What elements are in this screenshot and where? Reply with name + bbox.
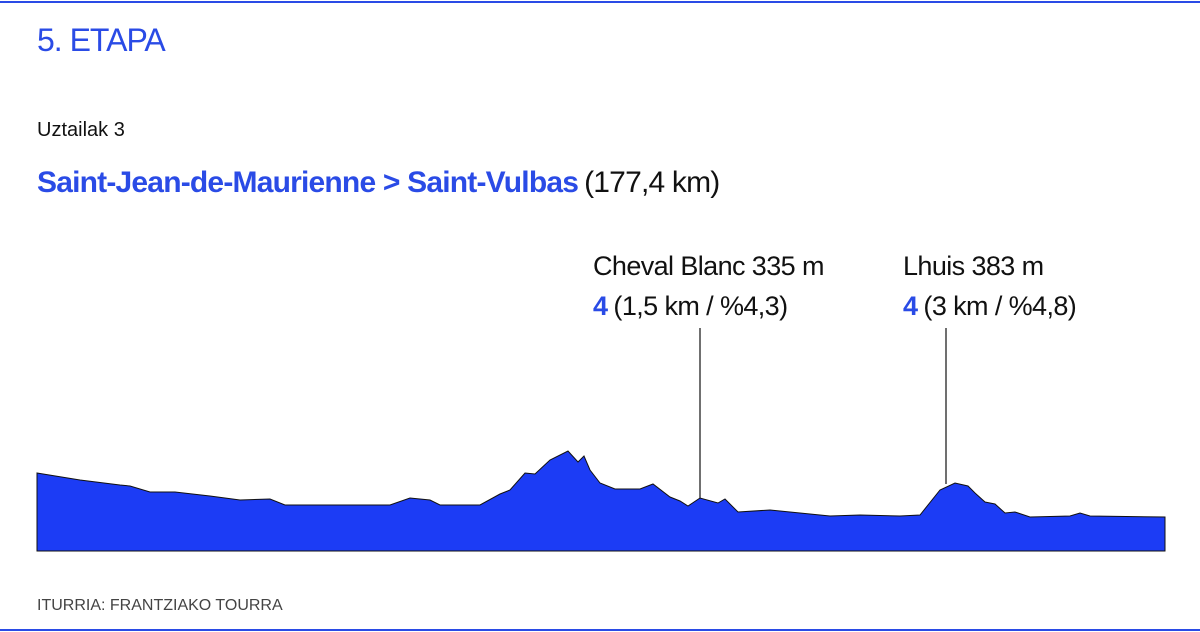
climb-info: 4 (3 km / %4,8) — [903, 291, 1076, 321]
climb-category: 4 — [593, 291, 608, 321]
distance: (177,4 km) — [584, 166, 719, 199]
elevation-profile — [36, 450, 1166, 552]
title: 5. ETAPA — [37, 22, 166, 58]
climb-info: 4 (1,5 km / %4,3) — [593, 291, 787, 321]
route-line: Saint-Jean-de-Maurienne > Saint-Vulbas (1… — [37, 166, 720, 199]
climb-category: 4 — [903, 291, 918, 321]
source: ITURRIA: FRANTZIAKO TOURRA — [37, 597, 283, 614]
date: Uztailak 3 — [37, 119, 125, 141]
climb-detail: (3 km / %4,8) — [923, 291, 1076, 321]
route: Saint-Jean-de-Maurienne > Saint-Vulbas — [37, 166, 578, 199]
climb-name: Cheval Blanc 335 m — [593, 251, 824, 281]
climb-detail: (1,5 km / %4,3) — [613, 291, 787, 321]
climb-name: Lhuis 383 m — [903, 251, 1044, 281]
